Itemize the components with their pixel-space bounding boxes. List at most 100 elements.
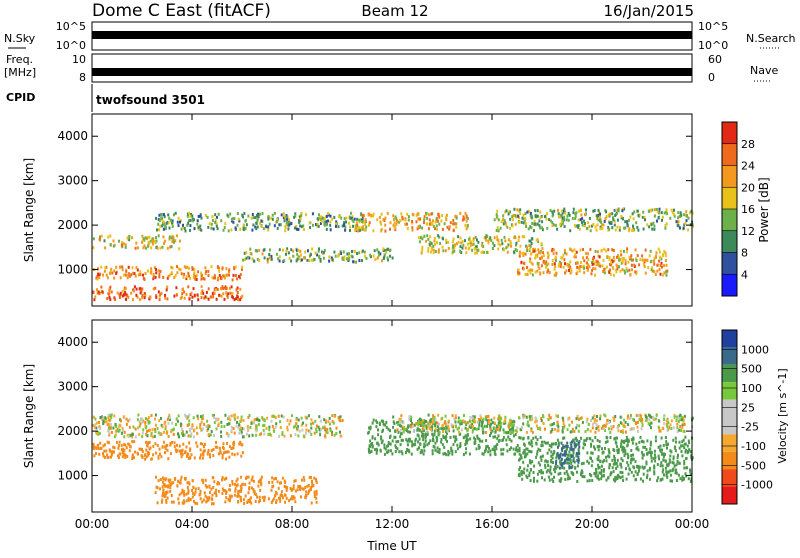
velocity-echo-cell [557, 429, 560, 433]
power-echo-cell [582, 264, 585, 268]
power-echo-cell [452, 218, 455, 222]
power-echo-cell [657, 247, 660, 251]
power-echo-cell [434, 227, 436, 231]
velocity-echo-cell [134, 435, 137, 439]
power-echo-cell [518, 221, 521, 224]
velocity-echo-cell [591, 451, 594, 455]
velocity-echo-cell [445, 428, 448, 432]
power-echo-cell [589, 247, 592, 251]
velocity-echo-cell [99, 446, 102, 450]
velocity-echo-cell [547, 464, 550, 467]
velocity-echo-cell [133, 440, 136, 444]
velocity-echo-cell [418, 437, 421, 441]
power-echo-cell [156, 228, 158, 232]
velocity-echo-cell [564, 477, 567, 481]
velocity-echo-cell [557, 423, 560, 427]
power-echo-cell [560, 220, 563, 223]
velocity-echo-cell [95, 426, 98, 430]
velocity-echo-cell [447, 427, 450, 431]
power-echo-cell [529, 257, 532, 261]
power-echo-cell [135, 241, 138, 245]
velocity-echo-cell [187, 496, 190, 500]
power-echo-cell [286, 247, 289, 251]
power-echo-cell [552, 223, 555, 227]
velocity-echo-cell [180, 491, 183, 495]
velocity-echo-cell [665, 470, 668, 474]
power-echo-cell [152, 239, 155, 243]
power-echo-cell [226, 286, 228, 290]
power-echo-cell [417, 225, 420, 229]
power-echo-cell [612, 216, 614, 220]
velocity-echo-cell [408, 437, 411, 441]
velocity-echo-cell [590, 464, 593, 468]
power-echo-cell [613, 223, 616, 227]
velocity-echo-cell [499, 425, 502, 429]
power-echo-cell [188, 274, 190, 278]
power-echo-cell [144, 293, 147, 297]
power-echo-cell [475, 251, 478, 255]
power-echo-cell [321, 216, 324, 220]
power-echo-band [93, 265, 244, 282]
velocity-echo-cell [530, 450, 533, 454]
power-echo-cell [435, 224, 438, 228]
velocity-echo-cell [294, 489, 297, 493]
velocity-echo-cell [447, 449, 450, 453]
power-echo-cell [128, 238, 131, 242]
power-echo-cell [214, 213, 217, 217]
velocity-echo-cell [299, 484, 301, 488]
power-echo-cell [119, 276, 122, 280]
velocity-echo-cell [101, 417, 104, 421]
power-echo-cell [646, 223, 649, 227]
velocity-echo-cell [603, 459, 605, 463]
power-echo-cell [484, 238, 487, 242]
velocity-echo-cell [577, 451, 580, 455]
power-echo-cell [532, 250, 534, 254]
power-echo-cell [213, 292, 216, 295]
velocity-echo-cell [627, 463, 630, 467]
velocity-echo-cell [182, 442, 185, 446]
power-echo-cell [430, 212, 433, 216]
power-echo-cell [609, 268, 611, 272]
power-echo-cell [164, 296, 167, 300]
velocity-echo-cell [99, 427, 102, 430]
power-echo-cell [134, 274, 137, 278]
velocity-echo-cell [165, 500, 168, 504]
velocity-echo-cell [411, 444, 414, 448]
power-echo-cell [574, 255, 577, 259]
velocity-echo-cell [124, 453, 127, 457]
power-echo-cell [356, 252, 358, 255]
velocity-echo-cell [454, 416, 457, 420]
velocity-echo-cell [528, 450, 531, 453]
power-echo-cell [556, 208, 559, 212]
power-echo-cell [628, 229, 631, 233]
power-echo-cell [530, 242, 533, 245]
velocity-echo-cell [527, 436, 530, 440]
velocity-echo-cell [199, 426, 202, 429]
power-echo-cell [616, 208, 619, 212]
velocity-echo-cell [122, 415, 125, 419]
velocity-echo-cell [511, 423, 514, 427]
velocity-echo-cell [486, 424, 489, 428]
power-echo-cell [192, 275, 195, 279]
velocity-echo-cell [131, 435, 134, 439]
velocity-echo-cell [562, 436, 565, 440]
velocity-echo-cell [565, 457, 568, 461]
velocity-echo-cell [510, 446, 513, 450]
power-echo-cell [445, 241, 448, 244]
velocity-echo-cell [144, 420, 147, 424]
power-echo-cell [626, 221, 629, 225]
velocity-colorbar-tick-label: -500 [741, 459, 766, 472]
velocity-echo-cell [216, 445, 219, 449]
power-colorbar-swatch [722, 122, 737, 144]
power-echo-cell [516, 208, 519, 212]
power-echo-cell [533, 222, 536, 226]
velocity-echo-cell [591, 439, 594, 443]
velocity-echo-cell [404, 427, 407, 431]
velocity-echo-cell [532, 471, 535, 474]
power-echo-cell [453, 249, 456, 253]
velocity-echo-cell [156, 427, 159, 431]
velocity-echo-cell [240, 486, 243, 490]
velocity-echo-cell [283, 479, 286, 483]
velocity-echo-cell [423, 449, 426, 453]
velocity-echo-cell [187, 415, 190, 419]
